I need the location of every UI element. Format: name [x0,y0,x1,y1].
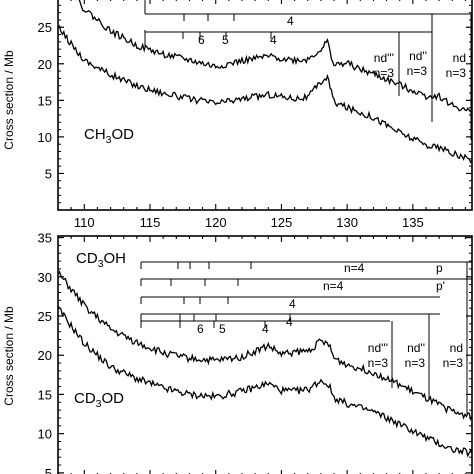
annotation-nd3: nd''' [368,341,388,355]
molecule-label-cd3oh: CD3OH [76,250,126,270]
comb-label-p2: p' [436,279,445,293]
comb-label-4c: 4 [262,322,269,336]
annotation-n3c: n=3 [443,356,464,370]
comb-label-n4: n=4 [323,279,344,293]
comb-label-5: 5 [222,33,229,47]
y-tick-label: 20 [38,348,52,363]
x-tick-label: 130 [336,215,358,230]
y-tick-label: 5 [45,466,52,474]
plot-frame [57,235,473,474]
plot-frame [57,0,473,211]
panel-bottom-cd3oh-cd3od: 5 10 15 20 25 30 35 Cross section / Mb n=4 p n=4 p'… [2,231,473,474]
x-tick-label: 135 [402,215,424,230]
y-tick-label: 15 [38,387,52,402]
y-tick-label: 5 [45,166,52,181]
y-tick-label: 25 [38,20,52,35]
comb-label-6: 6 [197,322,204,336]
annotation-n3c: n=3 [446,66,467,80]
comb-label-p: p [436,261,443,275]
y-tick-label: 30 [38,270,52,285]
annotation-n3a: n=3 [374,66,395,80]
y-tick-label: 10 [38,130,52,145]
series-line-2 [58,25,472,164]
molecule-label-cd3od: CD3OD [74,390,124,410]
comb-label-4: 4 [270,33,277,47]
annotation-nd: nd [453,51,466,65]
y-tick-label: 20 [38,57,52,72]
x-tick-label: 110 [74,215,95,230]
y-tick-label: 10 [38,427,52,442]
series-line-1 [73,0,472,114]
annotation-n3b: n=3 [405,356,426,370]
annotation-n3a: n=3 [368,356,389,370]
y-tick-label: 35 [38,231,52,246]
comb-label-6: 6 [198,33,205,47]
annotation-n3b: n=3 [407,64,428,78]
y-axis-label: Cross section / Mb [2,306,16,406]
y-axis-label: Cross section / Mb [2,50,16,150]
x-tick-label: 120 [205,215,227,230]
x-tick-label: 125 [271,215,293,230]
panel-top-ch3od: 5 10 15 20 25 110 115 120 125 130 135 Cross section… [2,0,473,230]
y-tick-label: 25 [38,309,52,324]
comb-label-5: 5 [219,322,226,336]
annotation-nd3: nd''' [374,51,394,65]
series-line-2 [58,305,472,458]
comb-label-n4-upper: n=4 [344,261,365,275]
comb-label-4b: 4 [286,315,293,329]
series-line-1 [58,270,472,421]
annotation-nd2: nd'' [409,49,427,63]
x-tick-label: 115 [140,215,161,230]
comb-label-4a: 4 [289,297,296,311]
y-tick-label: 15 [38,93,52,108]
annotation-nd: nd [450,341,463,355]
molecule-label-ch3od: CH3OD [84,126,134,146]
comb-label-4-upper: 4 [287,14,294,28]
annotation-nd2: nd'' [407,341,425,355]
